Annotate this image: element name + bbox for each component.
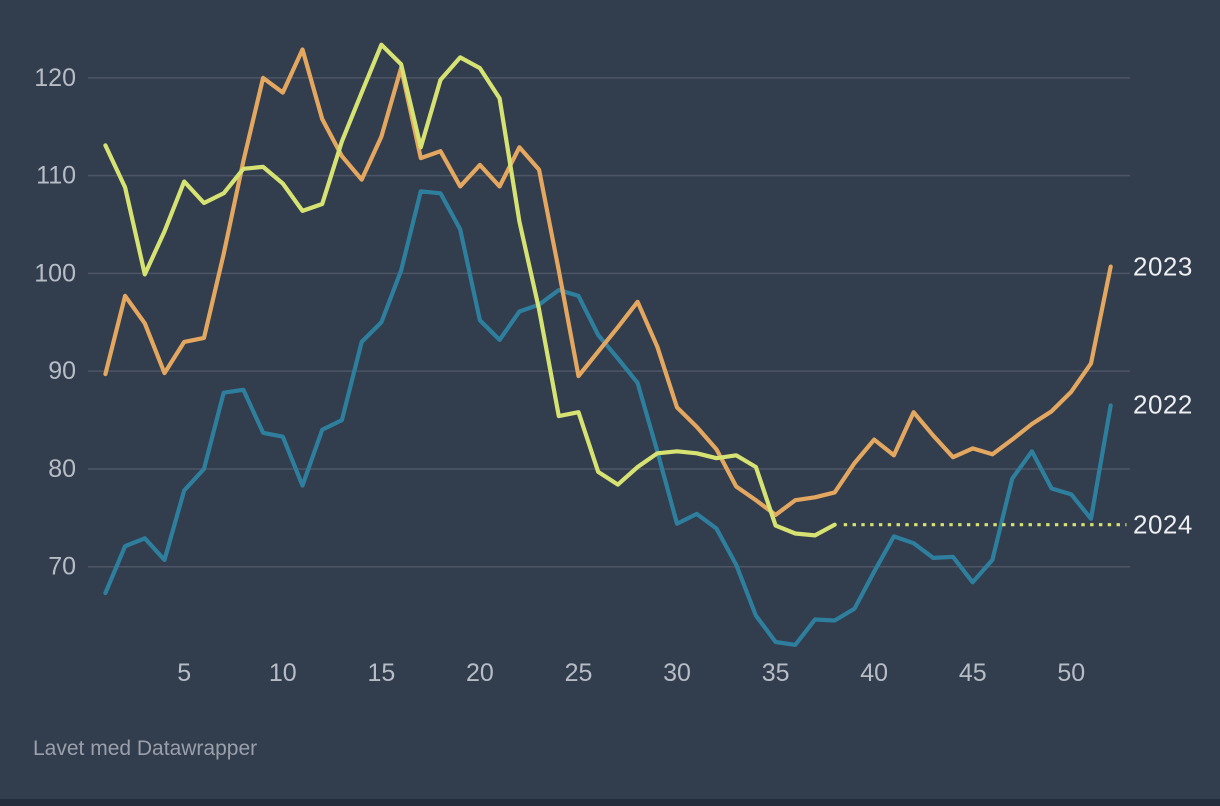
y-axis-tick-label-90: 90: [48, 357, 76, 385]
x-axis-tick-label-50: 50: [1057, 659, 1085, 687]
series-line-2023: [103, 47, 1113, 518]
datawrapper-attribution-link[interactable]: Lavet med Datawrapper: [33, 737, 258, 760]
x-axis-tick-label-15: 15: [367, 659, 395, 687]
series-end-label-2022: 2022: [1133, 389, 1193, 420]
bottom-border-strip: [0, 799, 1220, 806]
x-axis-tick-label-45: 45: [959, 659, 987, 687]
y-axis-tick-label-70: 70: [48, 553, 76, 581]
y-axis-tick-label-80: 80: [48, 455, 76, 483]
y-axis-tick-label-110: 110: [36, 162, 76, 190]
x-axis-tick-label-40: 40: [860, 659, 888, 687]
series-end-label-2024: 2024: [1133, 509, 1193, 540]
series-line-2022: [103, 189, 1113, 648]
x-axis-tick-label-35: 35: [762, 659, 790, 687]
x-axis-tick-label-20: 20: [466, 659, 494, 687]
x-axis-tick-label-30: 30: [663, 659, 691, 687]
series-end-label-2023: 2023: [1133, 251, 1193, 282]
x-axis-tick-label-5: 5: [177, 659, 191, 687]
y-axis-tick-label-120: 120: [34, 64, 76, 92]
series-line-2024: [103, 42, 837, 538]
x-axis-tick-label-25: 25: [565, 659, 593, 687]
y-axis-tick-label-100: 100: [34, 259, 76, 287]
x-axis-tick-label-10: 10: [269, 659, 297, 687]
